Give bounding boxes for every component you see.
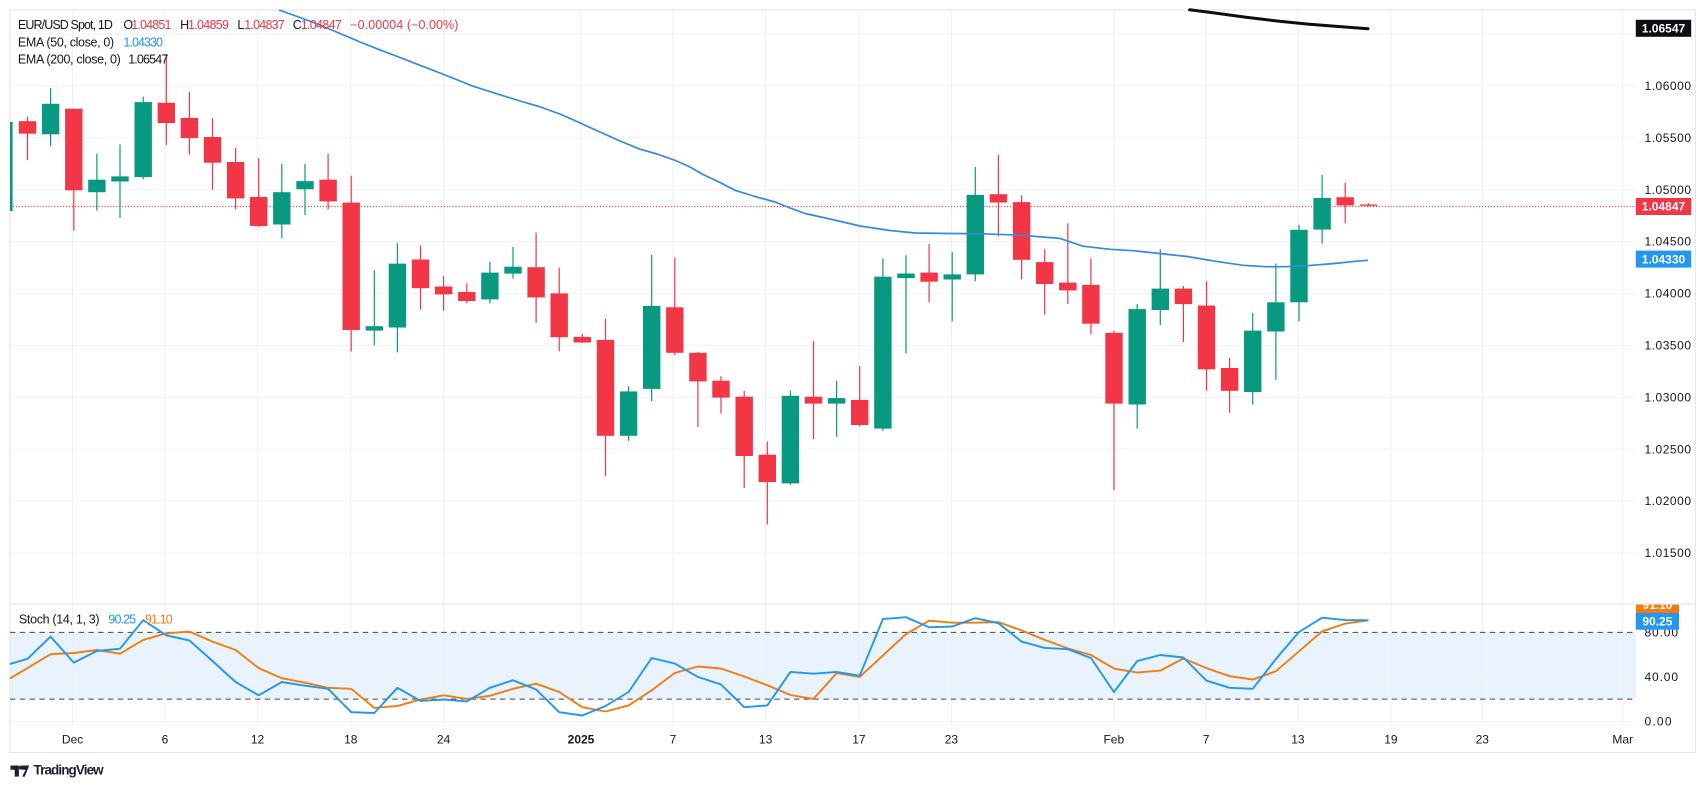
svg-text:1.06547: 1.06547 [128,52,168,66]
svg-text:1.04847: 1.04847 [1642,200,1686,214]
svg-text:91.10: 91.10 [145,612,173,626]
svg-text:13: 13 [1291,733,1305,747]
svg-text:1.05000: 1.05000 [1645,183,1692,197]
svg-text:1.03000: 1.03000 [1645,390,1692,404]
svg-text:24: 24 [437,733,451,747]
svg-text:1.03500: 1.03500 [1645,339,1692,353]
svg-text:1.06000: 1.06000 [1645,79,1692,93]
svg-text:H: H [180,18,189,32]
svg-text:0.00: 0.00 [1645,715,1672,729]
svg-text:1.04330: 1.04330 [123,35,163,49]
svg-text:1.04330: 1.04330 [1642,252,1686,266]
svg-text:Mar: Mar [1612,733,1633,747]
svg-text:1.04859: 1.04859 [188,18,229,32]
svg-text:6: 6 [162,733,169,747]
svg-text:Dec: Dec [62,733,83,747]
svg-text:18: 18 [344,733,358,747]
svg-text:7: 7 [1203,733,1210,747]
svg-text:1.04847: 1.04847 [301,18,342,32]
svg-text:1.01500: 1.01500 [1645,546,1692,560]
svg-text:13: 13 [759,733,773,747]
svg-text:TradingView: TradingView [34,763,105,778]
svg-text:40.00: 40.00 [1645,670,1679,684]
svg-text:Feb: Feb [1103,733,1124,747]
svg-text:7: 7 [670,733,677,747]
svg-text:1.02500: 1.02500 [1645,442,1692,456]
svg-text:1.02000: 1.02000 [1645,494,1692,508]
svg-text:1.04837: 1.04837 [244,18,285,32]
svg-text:1.06547: 1.06547 [1642,22,1686,36]
svg-text:23: 23 [1476,733,1490,747]
svg-text:1.04500: 1.04500 [1645,235,1692,249]
svg-text:Stoch (14, 1, 3): Stoch (14, 1, 3) [19,612,100,626]
svg-text:1.04851: 1.04851 [131,18,171,32]
svg-text:17: 17 [852,733,866,747]
svg-text:EMA (200, close, 0): EMA (200, close, 0) [18,52,121,66]
svg-text:90.25: 90.25 [108,612,136,626]
svg-text:1.04000: 1.04000 [1645,287,1692,301]
svg-text:C: C [293,18,302,32]
svg-text:EMA (50, close, 0): EMA (50, close, 0) [18,35,114,49]
svg-text:23: 23 [945,733,959,747]
svg-text:1.05500: 1.05500 [1645,131,1692,145]
svg-text:2025: 2025 [568,733,595,747]
svg-text:90.25: 90.25 [1642,615,1672,629]
svg-text:EUR/USD Spot, 1D: EUR/USD Spot, 1D [18,18,113,32]
svg-text:12: 12 [251,733,265,747]
svg-text:−0.00004 (−0.00%): −0.00004 (−0.00%) [350,18,458,32]
svg-text:19: 19 [1384,733,1398,747]
svg-text:O: O [123,18,133,32]
svg-text:L: L [237,18,244,32]
svg-text:91.10: 91.10 [1642,598,1672,612]
